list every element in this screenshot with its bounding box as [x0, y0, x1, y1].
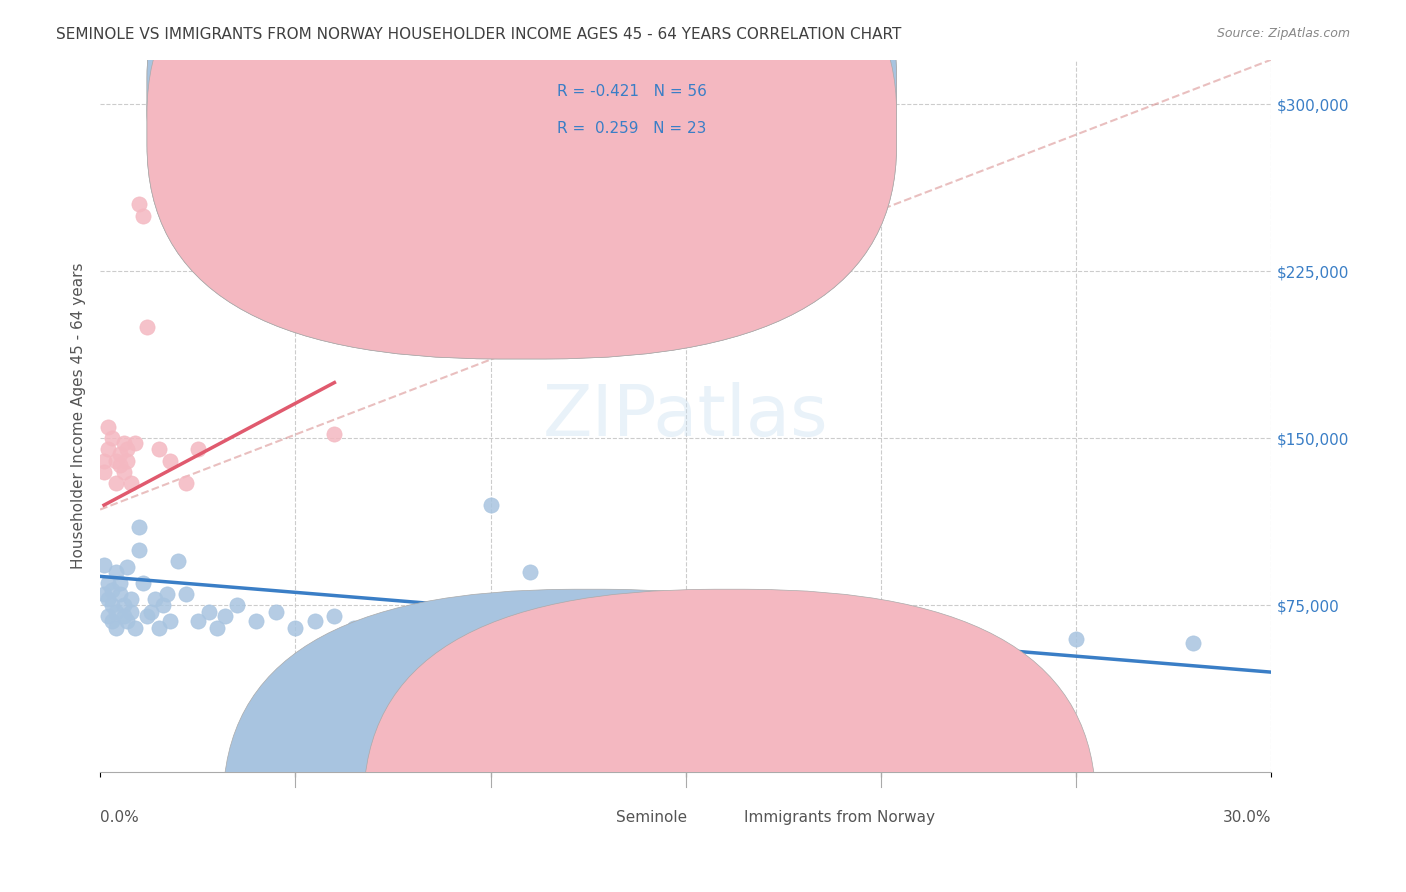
Point: [214, 609, 236, 624]
Point: [187, 442, 209, 457]
Point: [1182, 636, 1205, 650]
Text: Source: ZipAtlas.com: Source: ZipAtlas.com: [1216, 27, 1350, 40]
Point: [174, 475, 197, 490]
Point: [97, 609, 120, 624]
Point: [97, 591, 120, 606]
Point: [167, 554, 190, 568]
Point: [104, 475, 127, 490]
Point: [108, 447, 131, 461]
Text: 30.0%: 30.0%: [1223, 810, 1271, 825]
Point: [159, 453, 181, 467]
Point: [120, 591, 142, 606]
Point: [323, 609, 346, 624]
FancyBboxPatch shape: [148, 0, 897, 359]
Point: [136, 609, 159, 624]
Point: [104, 605, 127, 619]
Point: [136, 319, 159, 334]
Point: [128, 542, 150, 557]
Point: [714, 632, 737, 646]
Point: [139, 605, 162, 619]
Point: [519, 565, 541, 579]
Point: [108, 576, 131, 591]
Point: [323, 426, 346, 441]
Point: [97, 576, 120, 591]
Point: [401, 621, 423, 635]
Text: R =  0.259   N = 23: R = 0.259 N = 23: [557, 121, 706, 136]
Text: Seminole: Seminole: [616, 810, 686, 825]
Point: [148, 442, 170, 457]
FancyBboxPatch shape: [224, 590, 955, 892]
Point: [101, 431, 124, 445]
Point: [120, 475, 142, 490]
Point: [93, 587, 115, 601]
Point: [101, 614, 124, 628]
Point: [97, 420, 120, 434]
Point: [101, 599, 124, 613]
Point: [264, 605, 287, 619]
Text: 0.0%: 0.0%: [100, 810, 139, 825]
Point: [245, 614, 267, 628]
Point: [948, 643, 970, 657]
Point: [207, 621, 229, 635]
Point: [97, 442, 120, 457]
Point: [124, 435, 146, 450]
Text: ZIPatlas: ZIPatlas: [543, 382, 828, 450]
Point: [132, 576, 155, 591]
Point: [596, 614, 619, 628]
Point: [363, 627, 385, 641]
Point: [108, 458, 131, 472]
Y-axis label: Householder Income Ages 45 - 64 years: Householder Income Ages 45 - 64 years: [72, 263, 86, 569]
Point: [187, 614, 209, 628]
Point: [117, 453, 139, 467]
Point: [124, 621, 146, 635]
Point: [132, 209, 155, 223]
Point: [343, 621, 366, 635]
Point: [225, 599, 247, 613]
Point: [112, 435, 135, 450]
FancyBboxPatch shape: [148, 0, 897, 323]
Point: [117, 614, 139, 628]
Point: [108, 587, 131, 601]
Point: [174, 587, 197, 601]
Point: [93, 558, 115, 573]
FancyBboxPatch shape: [364, 590, 1095, 892]
Text: R = -0.421   N = 56: R = -0.421 N = 56: [557, 84, 707, 99]
Text: SEMINOLE VS IMMIGRANTS FROM NORWAY HOUSEHOLDER INCOME AGES 45 - 64 YEARS CORRELA: SEMINOLE VS IMMIGRANTS FROM NORWAY HOUSE…: [56, 27, 901, 42]
Point: [117, 560, 139, 574]
Point: [479, 498, 502, 512]
Point: [128, 520, 150, 534]
Point: [675, 621, 697, 635]
Point: [128, 197, 150, 211]
Point: [143, 591, 166, 606]
FancyBboxPatch shape: [148, 0, 897, 359]
Point: [159, 614, 181, 628]
Point: [155, 587, 177, 601]
Point: [93, 465, 115, 479]
Point: [112, 465, 135, 479]
Point: [117, 442, 139, 457]
Point: [1064, 632, 1087, 646]
Point: [120, 605, 142, 619]
Text: Immigrants from Norway: Immigrants from Norway: [744, 810, 935, 825]
Point: [148, 621, 170, 635]
Point: [831, 627, 853, 641]
Point: [112, 599, 135, 613]
Point: [101, 582, 124, 597]
Point: [104, 621, 127, 635]
Point: [112, 609, 135, 624]
Point: [420, 621, 443, 635]
FancyBboxPatch shape: [492, 67, 868, 153]
Point: [198, 605, 221, 619]
Point: [304, 614, 326, 628]
Point: [284, 621, 307, 635]
Point: [104, 565, 127, 579]
Point: [460, 614, 482, 628]
Point: [93, 453, 115, 467]
FancyBboxPatch shape: [148, 0, 897, 323]
Point: [152, 599, 174, 613]
Point: [104, 453, 127, 467]
Text: R = -0.421   N = 56: R = -0.421 N = 56: [603, 78, 766, 95]
